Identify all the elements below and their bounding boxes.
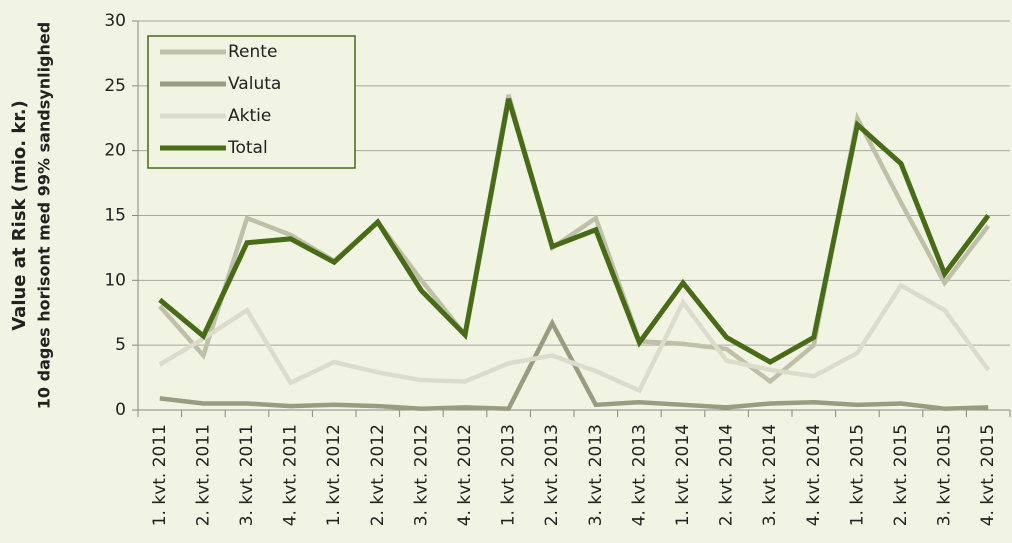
x-tick-label: 1. kvt. 2015 — [847, 424, 867, 526]
y-tick-label: 25 — [104, 76, 126, 96]
y-tick-label: 5 — [115, 335, 126, 355]
x-tick-label: 3. kvt. 2011 — [237, 424, 257, 526]
x-tick-label: 4. kvt. 2011 — [281, 424, 301, 526]
x-tick-label: 2. kvt. 2012 — [368, 424, 388, 526]
series-line — [158, 282, 991, 394]
y-tick-label: 30 — [104, 11, 126, 31]
x-tick-label: 2. kvt. 2013 — [542, 424, 562, 526]
x-tick-label: 2. kvt. 2011 — [193, 424, 213, 526]
y-tick-label: 0 — [115, 400, 126, 420]
x-tick-label: 3. kvt. 2013 — [586, 424, 606, 526]
legend-label: Rente — [228, 42, 277, 62]
legend-label: Valuta — [228, 74, 281, 94]
x-tick-label: 3. kvt. 2012 — [411, 424, 431, 526]
y-tick-label: 10 — [104, 270, 126, 290]
series-line — [158, 98, 991, 365]
legend-label: Aktie — [228, 106, 271, 126]
y-axis-label: 10 dages horisont med 99% sandsynlighed — [35, 22, 54, 409]
series-line — [159, 318, 989, 411]
y-tick-label: 20 — [104, 141, 126, 161]
x-tick-label: 1. kvt. 2014 — [673, 424, 693, 526]
y-tick-label: 15 — [104, 206, 126, 226]
x-tick-label: 3. kvt. 2014 — [760, 424, 780, 526]
x-tick-label: 2. kvt. 2015 — [891, 424, 911, 526]
legend: Rente Valuta Aktie Total — [147, 35, 356, 169]
x-tick-label: 1. kvt. 2013 — [499, 424, 519, 526]
x-tick-label: 4. kvt. 2012 — [455, 424, 475, 526]
x-tick-label: 2. kvt. 2014 — [717, 424, 737, 526]
y-axis-label: Value at Risk (mio. kr.) — [9, 100, 30, 331]
x-tick-label: 4. kvt. 2015 — [978, 424, 998, 526]
x-tick-label: 4. kvt. 2014 — [804, 424, 824, 526]
legend-label: Total — [227, 138, 268, 158]
x-tick-label: 3. kvt. 2015 — [935, 424, 955, 526]
x-tick-label: 1. kvt. 2011 — [150, 424, 170, 526]
x-tick-label: 4. kvt. 2013 — [629, 424, 649, 526]
x-tick-label: 1. kvt. 2012 — [324, 424, 344, 526]
